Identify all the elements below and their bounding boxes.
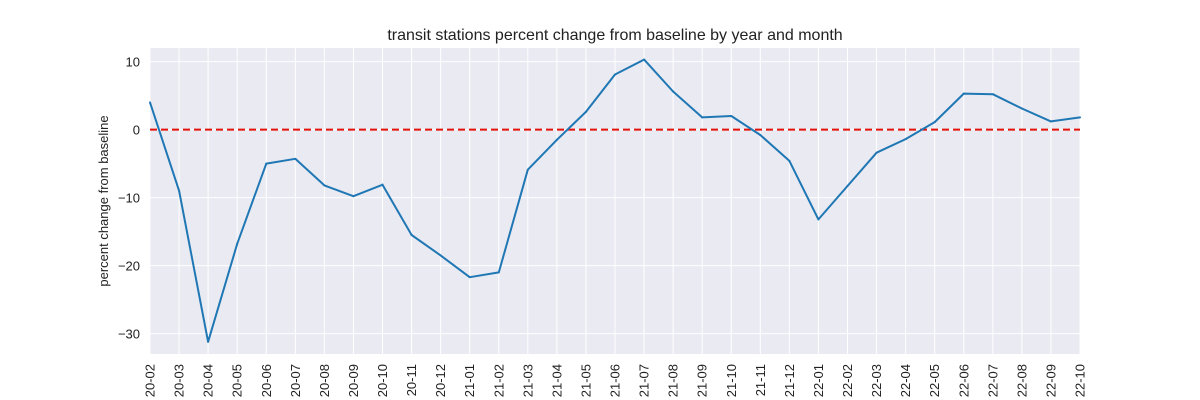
x-tick-label: 21-11 [753, 364, 768, 396]
x-tick-label: 21-01 [462, 364, 477, 397]
data-point [439, 254, 442, 257]
data-point [759, 134, 762, 137]
x-tick-label: 22-07 [985, 364, 1000, 397]
data-point [614, 73, 616, 76]
data-point [410, 234, 413, 236]
data-point [555, 138, 558, 141]
x-tick-label: 20-04 [201, 364, 216, 397]
x-tick-label: 21-04 [549, 364, 564, 397]
data-point [323, 184, 326, 187]
x-tick-label: 21-06 [608, 364, 623, 397]
x-tick-label: 21-02 [491, 364, 506, 397]
data-point [1049, 120, 1052, 123]
x-tick-label: 21-10 [724, 364, 739, 397]
y-tick-label: −20 [118, 259, 140, 274]
data-point [904, 138, 907, 141]
data-point [1020, 107, 1023, 110]
data-point [149, 101, 151, 104]
x-tick-label: 21-03 [520, 364, 535, 397]
x-tick-label: 22-04 [898, 364, 913, 397]
x-tick-label: 20-02 [143, 364, 158, 397]
x-tick-label: 21-12 [782, 364, 797, 397]
x-tick-label: 22-06 [956, 364, 971, 397]
data-point [294, 157, 297, 160]
series-group [149, 58, 1081, 343]
data-point [236, 242, 239, 245]
x-tick-label: 20-11 [404, 364, 419, 396]
y-axis-label: percent change from baseline [96, 115, 111, 286]
data-point [207, 340, 210, 343]
x-tick-label: 20-10 [375, 364, 390, 397]
data-point [178, 189, 181, 192]
y-tick-label: 0 [133, 123, 140, 138]
data-point [265, 162, 268, 165]
data-point [730, 115, 733, 117]
y-tick-labels: 10 0 −10 −20 −30 [118, 55, 140, 342]
x-tick-label: 20-12 [433, 364, 448, 397]
data-point [817, 218, 820, 221]
x-tick-labels: 20-02 20-03 20-04 20-05 20-06 20-07 20-08 20-09… [143, 364, 1088, 397]
x-tick-label: 20-09 [346, 364, 361, 397]
data-point [846, 185, 849, 188]
y-tick-label: 10 [126, 55, 140, 70]
x-tick-label: 20-08 [317, 364, 332, 397]
x-tick-label: 20-03 [172, 364, 187, 397]
x-tick-label: 22-02 [840, 364, 855, 397]
x-tick-label: 21-07 [637, 364, 652, 397]
data-point [875, 151, 878, 154]
y-tick-label: −30 [118, 327, 140, 342]
data-point [991, 93, 994, 96]
x-tick-label: 22-08 [1014, 364, 1029, 397]
x-tick-label: 21-05 [578, 364, 593, 397]
x-tick-label: 22-05 [927, 364, 942, 397]
data-point [526, 168, 529, 171]
x-tick-label: 22-09 [1043, 364, 1058, 397]
data-point [352, 195, 355, 198]
x-tick-label: 22-03 [869, 364, 884, 397]
data-point [643, 58, 646, 61]
data-point [497, 271, 500, 274]
data-point [468, 276, 471, 279]
data-point [672, 90, 675, 93]
data-point [933, 121, 936, 124]
data-point [701, 116, 704, 119]
x-tick-label: 20-07 [288, 364, 303, 397]
data-point [584, 110, 587, 113]
x-tick-label: 22-01 [811, 364, 826, 397]
x-tick-label: 20-06 [259, 364, 274, 397]
y-tick-label: −10 [118, 191, 140, 206]
data-point [962, 92, 965, 95]
x-tick-label: 22-10 [1073, 364, 1088, 397]
x-tick-label: 21-08 [666, 364, 681, 397]
data-point [381, 183, 384, 186]
x-tick-label: 21-09 [695, 364, 710, 397]
data-point [1079, 116, 1081, 119]
data-point [788, 159, 791, 162]
chart-title: transit stations percent change from bas… [387, 27, 842, 44]
x-tick-label: 20-05 [230, 364, 245, 397]
